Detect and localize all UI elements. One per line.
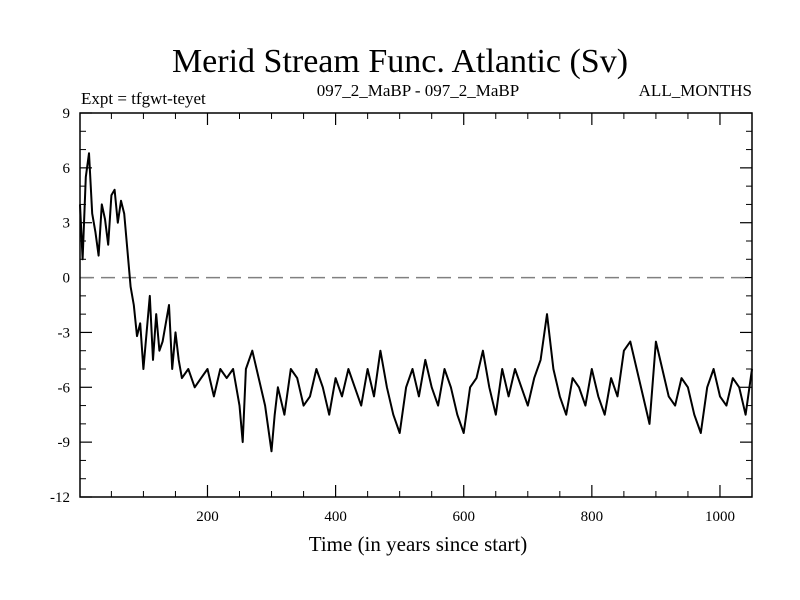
axis-ticks (80, 112, 753, 498)
x-tick-label: 800 (581, 509, 604, 525)
chart-subtitle-center: 097_2_MaBP - 097_2_MaBP (317, 81, 519, 100)
tick-labels: 9 6 3 0 -3 -6 -9 -12 200 400 600 800 1000 (50, 106, 735, 525)
y-tick-label: -3 (58, 325, 71, 341)
y-tick-label: 3 (63, 216, 71, 232)
y-tick-label: 0 (63, 271, 71, 287)
series-line (79, 152, 753, 453)
x-tick-label: 200 (196, 509, 219, 525)
y-tick-label: -6 (58, 380, 71, 396)
chart-subtitle-left: Expt = tfgwt-teyet (81, 89, 206, 108)
x-tick-label: 600 (452, 509, 475, 525)
chart-title: Merid Stream Func. Atlantic (Sv) (172, 43, 628, 80)
x-tick-label: 400 (324, 509, 347, 525)
y-tick-label: -12 (50, 490, 70, 506)
x-axis-label: Time (in years since start) (309, 532, 528, 556)
y-tick-label: 9 (63, 106, 71, 122)
x-tick-label: 1000 (705, 509, 735, 525)
plot-frame (79, 112, 753, 498)
chart-subtitle-right: ALL_MONTHS (639, 81, 752, 100)
y-tick-label: -9 (58, 435, 71, 451)
y-tick-label: 6 (63, 161, 71, 177)
